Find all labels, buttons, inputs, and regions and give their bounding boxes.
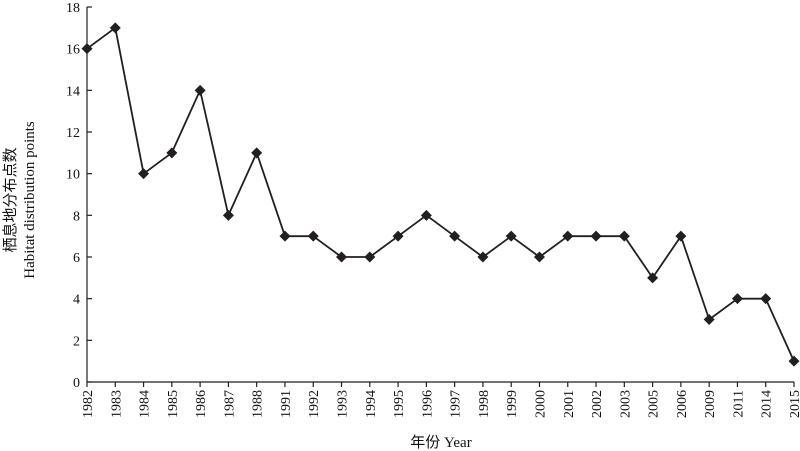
x-tick-label: 1998: [477, 390, 492, 418]
data-point-marker: [533, 251, 545, 263]
data-point-marker: [505, 230, 517, 242]
x-tick-label: 1983: [109, 390, 124, 418]
data-point-marker: [166, 147, 178, 159]
x-tick-label: 1995: [392, 390, 407, 418]
x-tick-label: 1991: [279, 390, 294, 418]
x-tick-label: 1988: [251, 390, 266, 418]
data-point-marker: [703, 314, 715, 325]
data-point-marker: [590, 230, 602, 242]
data-point-marker: [109, 22, 121, 34]
x-tick-label: 1992: [307, 390, 322, 418]
data-point-marker: [364, 251, 376, 263]
y-tick-label: 14: [66, 84, 80, 99]
x-tick-label: 1993: [336, 390, 351, 418]
data-point-marker: [138, 168, 150, 180]
y-tick-label: 12: [66, 126, 80, 141]
x-tick-label: 2011: [731, 390, 746, 417]
data-point-marker: [307, 230, 319, 242]
x-tick-label: 2006: [675, 390, 690, 418]
data-point-marker: [760, 293, 772, 305]
y-tick-label: 10: [66, 168, 80, 183]
x-tick-label: 1999: [505, 390, 520, 418]
y-tick-label: 2: [73, 334, 80, 349]
x-axis-ticks: 1982 1983 1984 1985 1986 1987 1988 1991 1992 1993…: [81, 382, 800, 418]
data-point-marker: [562, 230, 574, 242]
data-point-marker: [420, 209, 432, 221]
x-tick-label: 2014: [760, 390, 775, 418]
data-point-marker: [81, 43, 93, 55]
data-point-marker: [618, 230, 630, 242]
data-point-marker: [449, 230, 461, 242]
x-tick-label: 1984: [138, 390, 153, 418]
data-point-marker: [336, 251, 348, 263]
y-axis-ticks: 0 2 4 6 8 10 12 14 16 18: [66, 1, 92, 391]
x-tick-label: 2000: [533, 390, 548, 418]
x-axis-title: 年份 Year: [410, 434, 471, 451]
y-axis-title-english: Habitat distribution points: [22, 121, 38, 279]
y-tick-label: 8: [73, 209, 80, 224]
data-point-marker: [251, 147, 263, 159]
series-line: [86, 26, 795, 362]
x-tick-label: 2001: [562, 390, 577, 418]
y-tick-label: 4: [73, 293, 80, 308]
x-tick-label: 1986: [194, 390, 209, 418]
x-tick-label: 1996: [420, 390, 435, 418]
y-tick-label: 6: [73, 251, 80, 266]
y-tick-label: 18: [66, 1, 80, 16]
y-tick-label: 16: [66, 43, 80, 58]
data-point-marker: [647, 272, 659, 284]
data-point-marker: [222, 209, 234, 221]
data-point-marker: [392, 230, 404, 242]
data-point-marker: [477, 251, 489, 263]
x-tick-label: 1985: [166, 390, 181, 418]
x-tick-label: 2005: [647, 390, 662, 418]
x-tick-label: 2002: [590, 390, 605, 418]
x-tick-label: 2009: [703, 390, 718, 418]
data-point-marker: [194, 84, 206, 96]
x-tick-label: 1982: [81, 390, 96, 418]
x-tick-label: 2015: [788, 390, 800, 418]
x-tick-label: 1987: [222, 390, 237, 418]
series-group: [81, 22, 800, 367]
data-point-marker: [731, 293, 743, 305]
data-point-marker: [788, 355, 800, 367]
y-tick-label: 0: [73, 376, 80, 391]
x-tick-label: 2003: [618, 390, 633, 418]
data-point-marker: [279, 230, 291, 242]
data-point-marker: [675, 230, 687, 242]
y-axis-title-chinese: 栖息地分布点数: [2, 147, 19, 252]
x-tick-label: 1997: [449, 390, 464, 418]
x-tick-label: 1994: [364, 390, 379, 418]
